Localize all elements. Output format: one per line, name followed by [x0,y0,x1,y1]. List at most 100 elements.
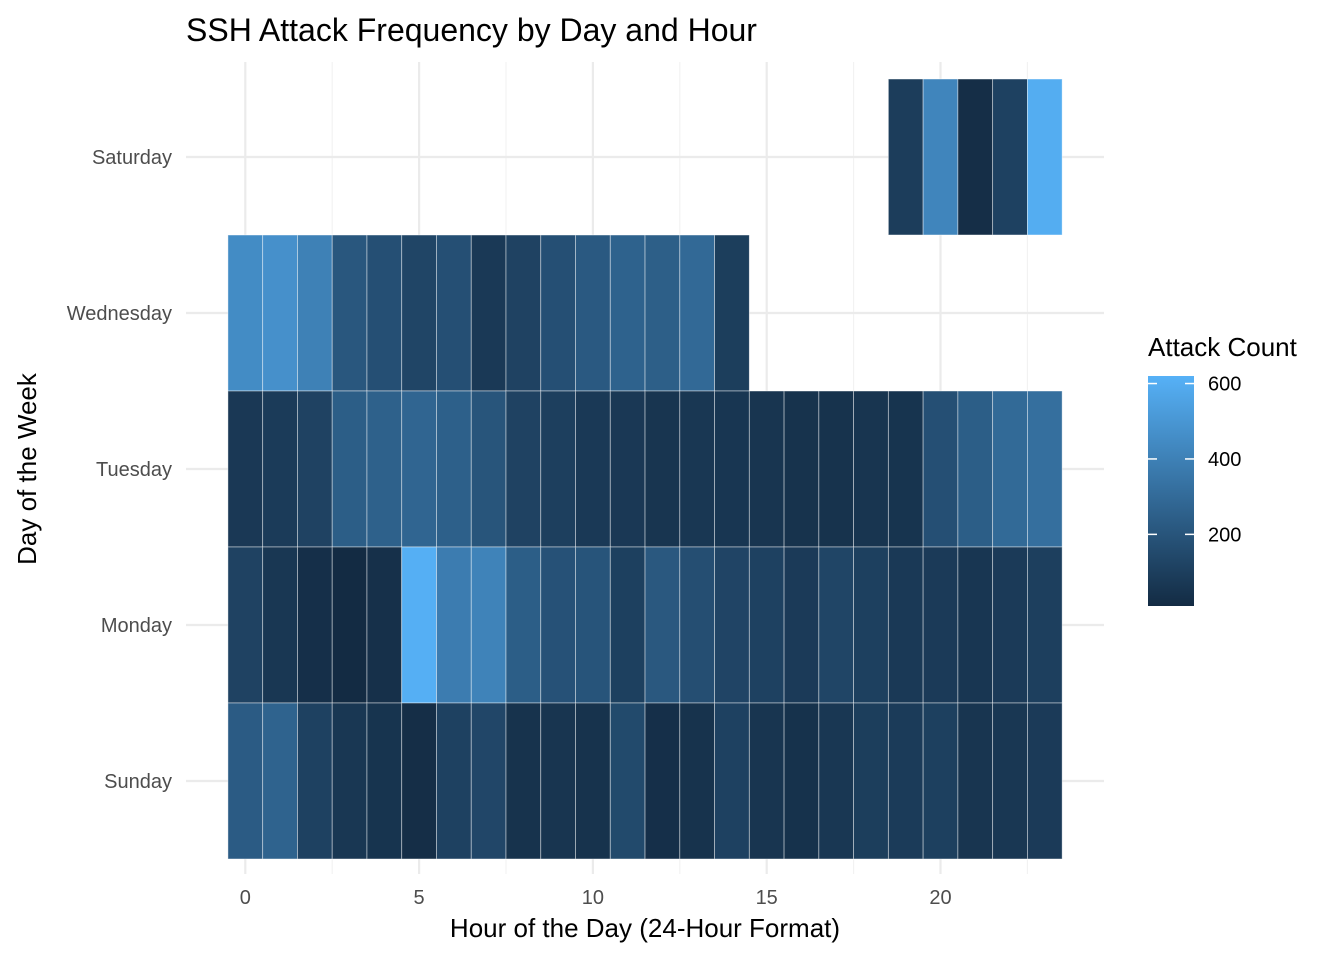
heatmap-cell [436,546,472,704]
heatmap-cell [748,702,785,860]
heatmap-cell [783,546,820,704]
heatmap-cell [957,702,994,860]
x-axis-title: Hour of the Day (24-Hour Format) [450,913,840,943]
heatmap-cell [853,702,889,860]
heatmap-cell [505,702,542,860]
heatmap-cell [297,546,333,704]
heatmap-cell [227,702,264,860]
heatmap-cell [401,702,437,860]
heatmap-cell [297,234,333,392]
heatmap-cell [714,234,750,392]
heatmap-cell [748,390,785,548]
heatmap-cell [331,546,368,704]
heatmap-cell [992,702,1028,860]
heatmap-cell [436,390,472,548]
legend-ticks: 200 400 600 [1148,374,1241,546]
heatmap-cell [262,234,298,392]
heatmap-cell [887,702,924,860]
heatmap-cell [540,390,576,548]
y-axis-title: Day of the Week [12,372,42,565]
x-tick-label: 0 [240,887,251,909]
heatmap-cell [575,390,611,548]
heatmap-cell [470,702,507,860]
heatmap-cell [887,546,924,704]
heatmap-cell [853,390,889,548]
heatmap-cell [331,702,368,860]
heatmap-cell [540,546,576,704]
x-axis-ticks: 0 5 10 15 20 [240,887,952,909]
heatmap-cell [609,234,646,392]
heatmap-cell [992,78,1028,236]
heatmap-cell [714,702,750,860]
heatmap-cell [1027,546,1063,704]
heatmap-cell [783,390,820,548]
legend: Attack Count 200 400 600 [1148,332,1298,606]
heatmap-cell [922,390,959,548]
heatmap-cell [679,546,715,704]
heatmap-cell [436,234,472,392]
heatmap-cell [505,234,542,392]
heatmap-cell [366,234,403,392]
heatmap-cell [783,702,820,860]
legend-title: Attack Count [1148,332,1298,362]
heatmap-cell [401,234,437,392]
heatmap-cell [679,390,715,548]
legend-tick-label: 200 [1208,524,1241,546]
heatmap-cell [1027,702,1063,860]
heatmap-cell [227,546,264,704]
heatmap-cell [436,702,472,860]
x-tick-label: 15 [756,887,778,909]
heatmap-cell [575,702,611,860]
heatmap-cell [1027,390,1063,548]
heatmap-cell [957,78,994,236]
heatmap-cell [714,546,750,704]
heatmap-cell [992,390,1028,548]
heatmap-cell [262,390,298,548]
heatmap-cell [992,546,1028,704]
y-axis-ticks: Sunday Monday Tuesday Wednesday Saturday [67,147,172,793]
legend-colorbar [1148,376,1194,606]
heatmap-cell [957,390,994,548]
heatmap-cell [262,546,298,704]
heatmap-cell [957,546,994,704]
heatmap-cell [887,390,924,548]
heatmap-cell [853,546,889,704]
heatmap-cell [366,390,403,548]
heatmap-cell [331,234,368,392]
heatmap-cell [644,234,681,392]
heatmap-cell [922,78,959,236]
heatmap-cell [575,234,611,392]
heatmap-cell [609,546,646,704]
heatmap-cell [401,546,437,704]
heatmap-cell [818,702,855,860]
heatmap-cell [297,702,333,860]
heatmap-cell [679,234,715,392]
heatmap-cell [401,390,437,548]
heatmap-cell [644,546,681,704]
heatmap-cell [227,234,264,392]
heatmap-cell [262,702,298,860]
heatmap-cell [470,390,507,548]
heatmap-cell [644,702,681,860]
heatmap-cell [505,390,542,548]
heatmap-cell [679,702,715,860]
x-tick-label: 20 [929,887,951,909]
heatmap-cell [609,702,646,860]
x-tick-label: 5 [414,887,425,909]
heatmap-cell [818,546,855,704]
x-tick-label: 10 [582,887,604,909]
legend-tick-label: 400 [1208,449,1241,471]
heatmap-cell [505,546,542,704]
heatmap-cell [714,390,750,548]
heatmap-cell [748,546,785,704]
y-tick-label: Sunday [104,771,172,793]
heatmap-cell [922,546,959,704]
heatmap-cell [540,234,576,392]
y-tick-label: Wednesday [67,303,172,325]
heatmap-cell [331,390,368,548]
y-tick-label: Saturday [92,147,172,169]
heatmap-cell [470,546,507,704]
heatmap-cell [366,702,403,860]
heatmap-cells [227,78,1063,860]
